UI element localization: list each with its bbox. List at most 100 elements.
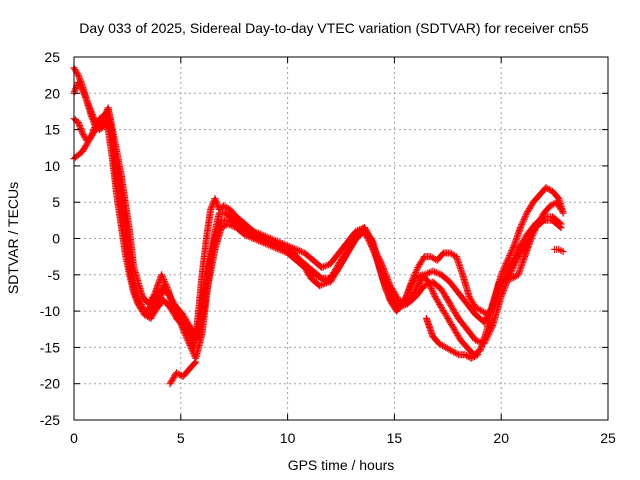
data-point-run	[192, 316, 206, 339]
data-point-run	[71, 116, 81, 125]
data-point-run	[174, 305, 186, 317]
data-point-run	[148, 305, 160, 321]
data-point-run	[336, 240, 350, 256]
data-point-run	[473, 337, 486, 347]
data-point-run	[448, 250, 459, 260]
data-point-run	[88, 127, 98, 139]
data-point-run	[498, 258, 511, 277]
data-point-run	[217, 203, 226, 212]
data-point-run	[336, 247, 351, 266]
data-point-run	[260, 239, 273, 249]
data-point-run	[251, 232, 264, 242]
x-tick-label: 0	[70, 430, 78, 446]
data-point-run	[542, 216, 555, 224]
data-point-run	[524, 200, 536, 215]
data-point-run	[504, 243, 517, 263]
data-point-run	[438, 305, 451, 321]
data-point-run	[437, 341, 448, 350]
data-point-run	[430, 334, 442, 347]
data-point-run	[557, 247, 565, 254]
data-point-run	[550, 214, 564, 227]
data-point-run	[174, 316, 186, 328]
data-point-run	[293, 257, 307, 270]
data-point	[378, 260, 386, 268]
data-point-run	[517, 211, 530, 230]
data-point-run	[553, 245, 561, 253]
data-point-run	[423, 316, 436, 339]
series-track-4	[70, 118, 565, 348]
data-point-run	[413, 272, 425, 281]
data-point-run	[544, 185, 555, 194]
data-point-run	[434, 250, 446, 263]
data-point-run	[234, 214, 248, 227]
data-point-run	[498, 272, 513, 299]
data-point-run	[79, 87, 90, 103]
data-point-run	[456, 290, 470, 306]
data-point-run	[260, 232, 273, 242]
data-point-run	[180, 312, 192, 328]
data-point-run	[117, 222, 129, 255]
data-point-run	[441, 249, 452, 257]
y-tick-label: -5	[48, 267, 61, 283]
data-point-run	[243, 228, 256, 238]
data-point-run	[464, 327, 478, 343]
data-point-run	[203, 207, 214, 241]
data-point-run	[550, 217, 564, 231]
data-point-run	[464, 301, 478, 317]
y-tick-label: 5	[52, 194, 60, 210]
data-point-run	[515, 232, 530, 252]
data-point-run	[489, 283, 505, 310]
data-point-run	[361, 225, 376, 248]
data-point-run	[75, 120, 86, 136]
data-point-run	[370, 243, 385, 266]
y-tick-label: 10	[44, 158, 60, 174]
data-point-run	[302, 265, 316, 278]
data-point-run	[217, 209, 228, 217]
data-point	[506, 271, 514, 279]
data-point-run	[459, 272, 473, 299]
data-point-run	[104, 109, 116, 139]
data-point-run	[161, 297, 173, 310]
data-point-run	[167, 294, 180, 310]
data-point-run	[75, 80, 86, 92]
data-point-run	[533, 217, 547, 231]
data-point-run	[293, 254, 307, 267]
data-point-run	[234, 221, 248, 234]
x-tick-label: 5	[177, 430, 185, 446]
data-point-run	[242, 221, 256, 234]
data-point-run	[167, 305, 180, 321]
data-point-run	[320, 261, 333, 271]
x-axis-tick-labels: 0 5 10 15 20 25	[70, 430, 616, 446]
series-track-5	[166, 245, 567, 388]
data-point-run	[302, 261, 316, 274]
data-point-run	[113, 193, 125, 226]
data-point-run	[489, 294, 505, 328]
data-point-run	[327, 261, 342, 281]
data-point-run	[219, 216, 230, 224]
data-point-run	[387, 283, 402, 303]
data-point-run	[387, 290, 402, 310]
data-point-run	[480, 308, 491, 318]
data-point-run	[194, 272, 206, 321]
data-point	[258, 238, 266, 246]
data-point-run	[211, 225, 225, 252]
y-tick-label: -20	[40, 376, 60, 392]
data-point-run	[378, 262, 393, 288]
y-axis-tick-labels: -25 -20 -15 -10 -5 0 5 10 15 20 25	[40, 49, 60, 428]
x-tick-label: 10	[280, 430, 296, 446]
data-point-run	[430, 279, 444, 292]
data-point-run	[76, 149, 85, 158]
data-point-run	[550, 189, 562, 201]
data-point-run	[146, 291, 158, 306]
data-point-run	[79, 142, 90, 154]
data-point-run	[294, 246, 307, 256]
data-point	[267, 242, 275, 250]
y-axis-label: SDTVAR / TECUs	[5, 182, 21, 294]
data-point-run	[71, 152, 81, 161]
data-point-run	[83, 98, 95, 117]
data-point-run	[174, 370, 185, 379]
data-point-run	[226, 221, 239, 231]
data-point-run	[533, 214, 547, 227]
data-point-run	[285, 243, 298, 253]
data-point-run	[320, 274, 333, 282]
